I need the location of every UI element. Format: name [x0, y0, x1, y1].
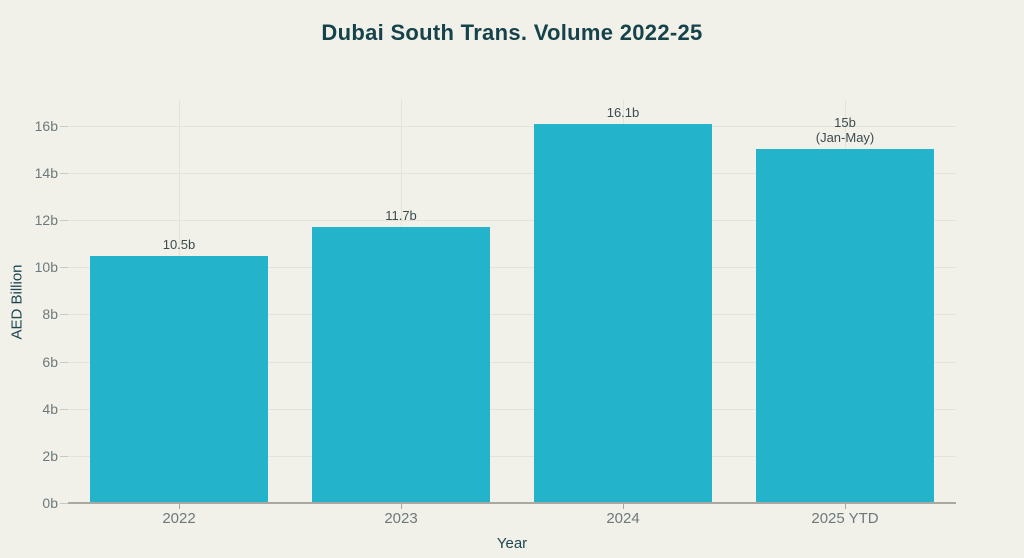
y-tick-mark [60, 409, 68, 410]
bar-2022[interactable] [90, 256, 268, 503]
y-tick-mark [60, 503, 68, 504]
x-tick-label: 2025 YTD [811, 510, 879, 527]
y-gridline [68, 173, 956, 174]
y-tick-label: 14b [34, 165, 58, 181]
y-gridline [68, 456, 956, 457]
y-gridline [68, 220, 956, 221]
y-tick-label: 4b [42, 401, 58, 417]
x-tick-mark [179, 504, 180, 509]
y-gridline [68, 314, 956, 315]
y-tick-label: 12b [34, 212, 58, 228]
chart-title: Dubai South Trans. Volume 2022-25 [321, 20, 703, 45]
y-tick-label: 6b [42, 354, 58, 370]
y-tick-label: 10b [34, 259, 58, 275]
bar-value-label: 10.5b [162, 237, 196, 252]
y-tick-mark [60, 220, 68, 221]
y-tick-label: 2b [42, 448, 58, 464]
y-tick-label: 8b [42, 306, 58, 322]
x-tick-label: 2023 [384, 510, 418, 527]
y-tick-mark [60, 456, 68, 457]
y-gridline [68, 126, 956, 127]
x-tick-mark [623, 504, 624, 509]
x-tick-mark [401, 504, 402, 509]
bar-value-label: 15b (Jan-May) [815, 115, 875, 145]
y-gridline [68, 267, 956, 268]
x-axis-title: Year [496, 535, 528, 552]
y-tick-label: 16b [34, 118, 58, 134]
x-tick-label: 2022 [162, 510, 196, 527]
y-gridline [68, 362, 956, 363]
y-tick-mark [60, 314, 68, 315]
bar-2024[interactable] [534, 124, 712, 503]
x-tick-mark [845, 504, 846, 509]
y-tick-mark [60, 267, 68, 268]
y-tick-mark [60, 126, 68, 127]
bar-value-label: 11.7b [385, 208, 417, 223]
y-tick-mark [60, 173, 68, 174]
bar-value-label: 16.1b [606, 105, 640, 120]
y-tick-mark [60, 362, 68, 363]
x-axis-line [68, 502, 956, 504]
x-tick-label: 2024 [606, 510, 640, 527]
bar-2025-ytd[interactable] [756, 149, 934, 503]
y-tick-label: 0b [42, 495, 58, 511]
y-gridline [68, 409, 956, 410]
bar-2023[interactable] [312, 227, 490, 503]
